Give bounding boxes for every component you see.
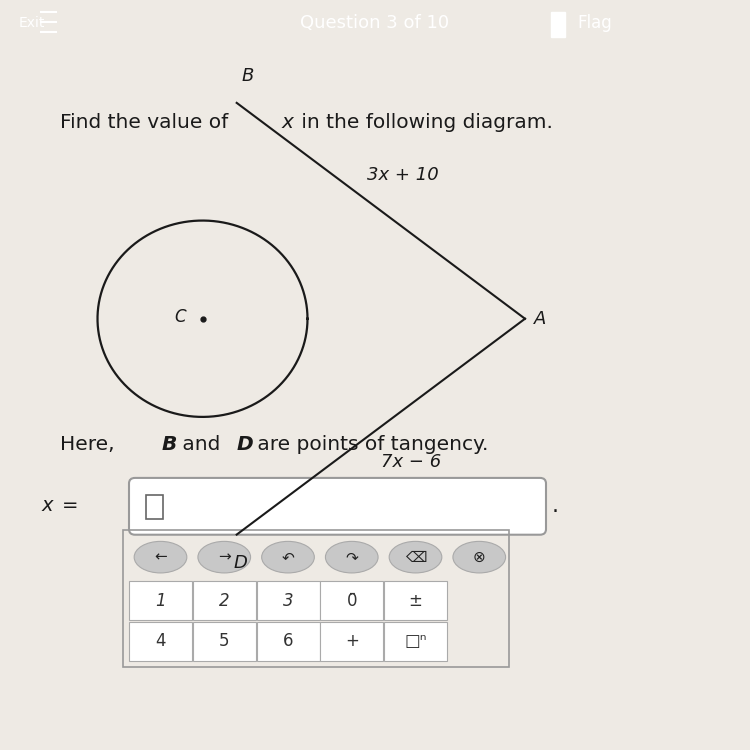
FancyBboxPatch shape	[256, 581, 320, 620]
Text: 7x − 6: 7x − 6	[381, 453, 441, 471]
Text: ±: ±	[409, 592, 422, 610]
FancyBboxPatch shape	[320, 581, 383, 620]
Bar	[146, 495, 163, 518]
Text: B: B	[161, 436, 177, 454]
Text: 5: 5	[219, 632, 230, 650]
Ellipse shape	[453, 542, 506, 573]
Text: ⌫: ⌫	[405, 550, 426, 565]
Text: Question 3 of 10: Question 3 of 10	[301, 14, 449, 32]
Text: $x$: $x$	[41, 496, 56, 515]
Bar	[551, 12, 565, 37]
Text: ↶: ↶	[281, 550, 294, 565]
Ellipse shape	[326, 542, 378, 573]
Text: x: x	[281, 113, 293, 132]
FancyBboxPatch shape	[129, 622, 192, 661]
Ellipse shape	[389, 542, 442, 573]
Text: C: C	[175, 308, 186, 326]
Text: B: B	[242, 68, 254, 86]
Text: Here,: Here,	[60, 436, 128, 454]
Text: Flag: Flag	[578, 14, 612, 32]
Ellipse shape	[262, 542, 314, 573]
Text: are points of tangency.: are points of tangency.	[251, 436, 489, 454]
Ellipse shape	[134, 542, 187, 573]
Text: +: +	[345, 632, 358, 650]
Text: ←: ←	[154, 550, 166, 565]
Text: 3x + 10: 3x + 10	[368, 166, 440, 184]
FancyBboxPatch shape	[256, 622, 320, 661]
Text: Exit: Exit	[19, 16, 45, 31]
Text: D: D	[233, 554, 248, 572]
Text: 6: 6	[283, 632, 293, 650]
Text: □ⁿ: □ⁿ	[404, 632, 427, 650]
Text: D: D	[236, 436, 253, 454]
Text: in the following diagram.: in the following diagram.	[295, 113, 553, 132]
Text: 0̄: 0̄	[346, 592, 357, 610]
Ellipse shape	[198, 542, 250, 573]
Text: 3: 3	[283, 592, 293, 610]
Text: .: .	[551, 496, 558, 516]
Text: →: →	[217, 550, 231, 565]
Text: and: and	[176, 436, 233, 454]
FancyBboxPatch shape	[384, 581, 447, 620]
Text: =: =	[62, 496, 79, 515]
FancyBboxPatch shape	[129, 581, 192, 620]
Text: 1: 1	[155, 592, 166, 610]
Text: Find the value of: Find the value of	[60, 113, 235, 132]
Text: 2: 2	[219, 592, 230, 610]
FancyBboxPatch shape	[129, 478, 546, 535]
FancyBboxPatch shape	[193, 581, 256, 620]
FancyBboxPatch shape	[384, 622, 447, 661]
Text: ⊗: ⊗	[473, 550, 486, 565]
Text: ↷: ↷	[345, 550, 358, 565]
FancyBboxPatch shape	[320, 622, 383, 661]
Text: A: A	[534, 310, 546, 328]
Text: 4: 4	[155, 632, 166, 650]
FancyBboxPatch shape	[193, 622, 256, 661]
